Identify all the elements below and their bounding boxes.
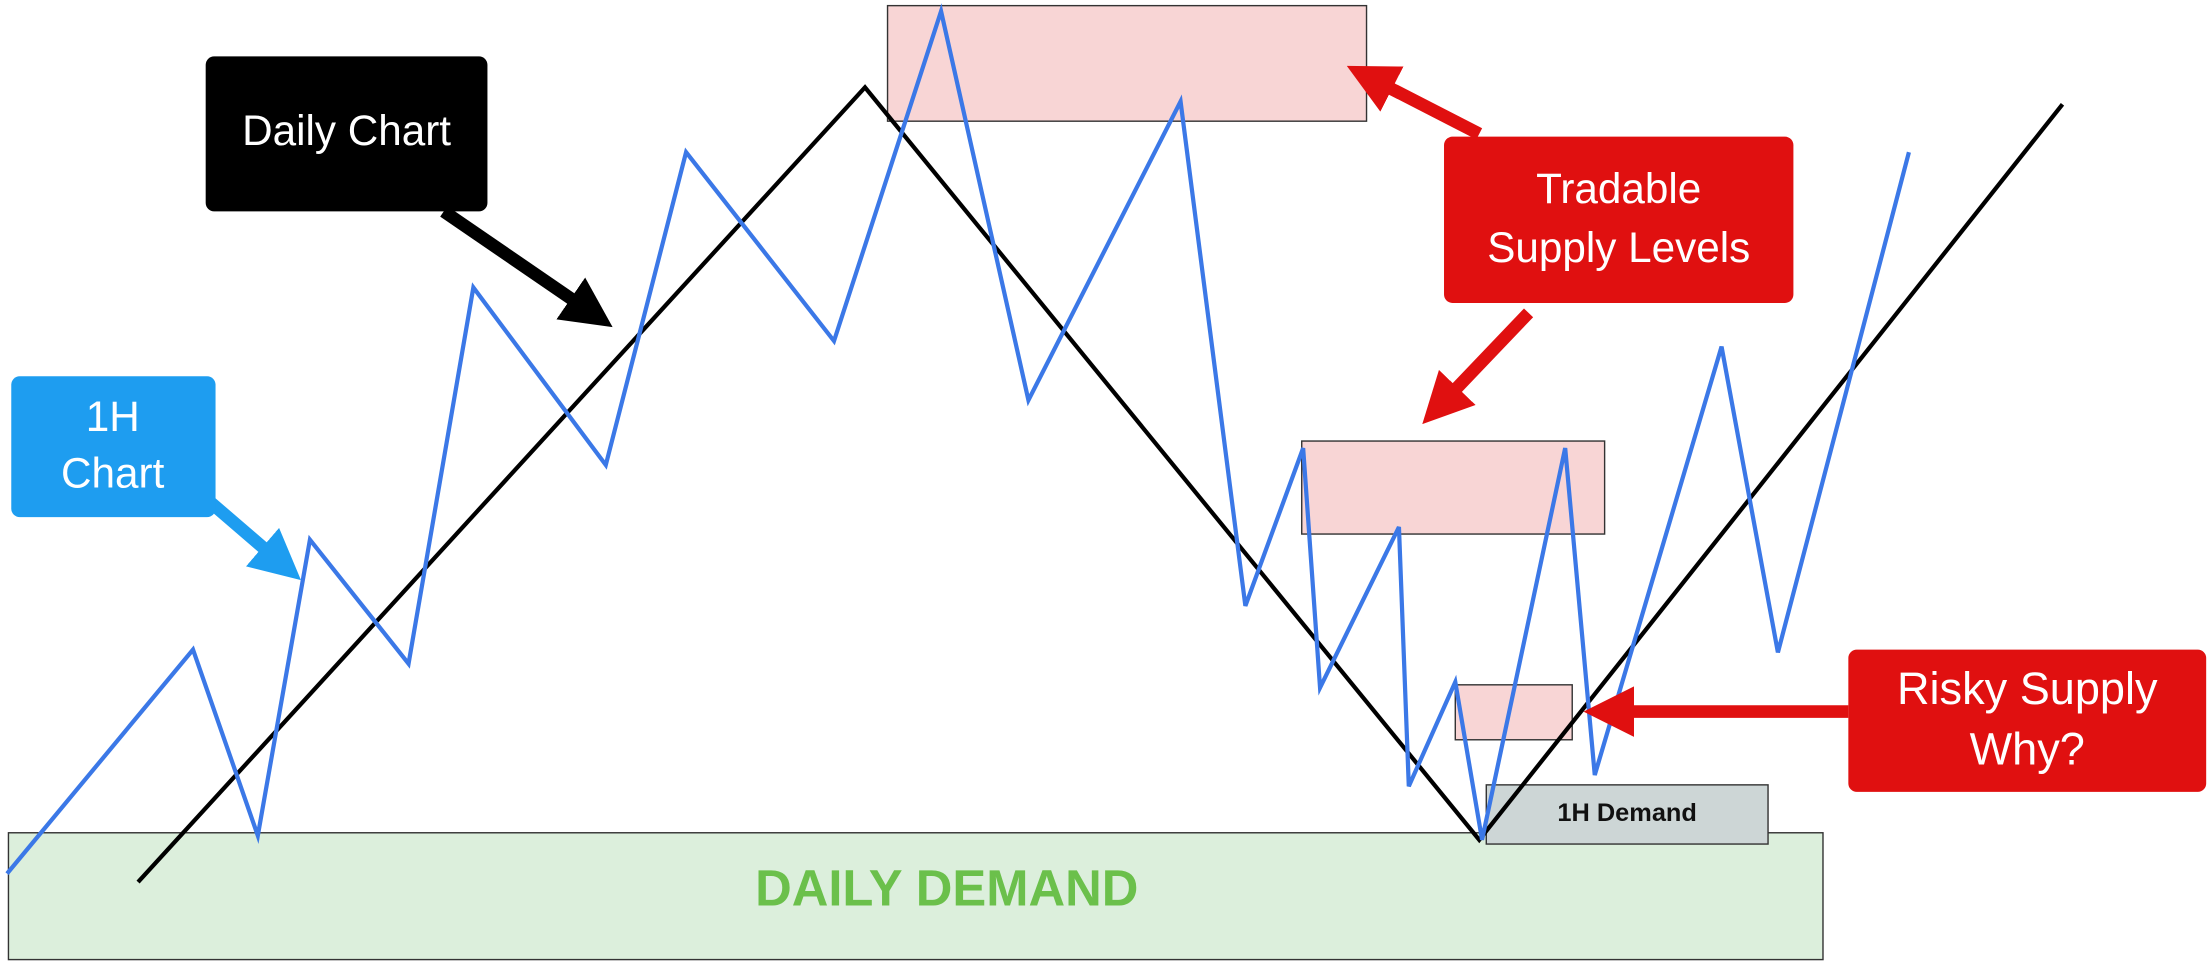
h1-path bbox=[5, 3, 1911, 875]
arrow bbox=[440, 206, 613, 328]
tradable-supply-label: Tradable bbox=[1536, 165, 1701, 212]
risky-supply-callout bbox=[1848, 649, 2207, 792]
supply-zone bbox=[886, 4, 1368, 122]
daily-demand-label: DAILY DEMAND bbox=[755, 859, 1138, 916]
h1-demand-label: 1H Demand bbox=[1557, 799, 1697, 827]
daily-chart-callout bbox=[205, 56, 488, 212]
tradable-supply-callout bbox=[1444, 136, 1794, 303]
h1-chart-callout bbox=[11, 376, 216, 518]
daily-path bbox=[136, 84, 2065, 884]
risky-supply-label: Risky Supply bbox=[1897, 663, 2158, 714]
arrow bbox=[1346, 65, 1483, 140]
h1-chart-label: Chart bbox=[61, 449, 165, 496]
supply-zone bbox=[1301, 440, 1606, 535]
h1-chart-label: 1H bbox=[86, 393, 140, 440]
daily-demand-zone bbox=[7, 832, 1824, 961]
arrow bbox=[1422, 308, 1534, 425]
risky-supply-label: Why? bbox=[1970, 723, 2085, 774]
arrow bbox=[207, 498, 301, 581]
daily-chart-label: Daily Chart bbox=[242, 107, 451, 154]
tradable-supply-label: Supply Levels bbox=[1487, 224, 1750, 271]
h1-demand-zone bbox=[1485, 784, 1769, 845]
